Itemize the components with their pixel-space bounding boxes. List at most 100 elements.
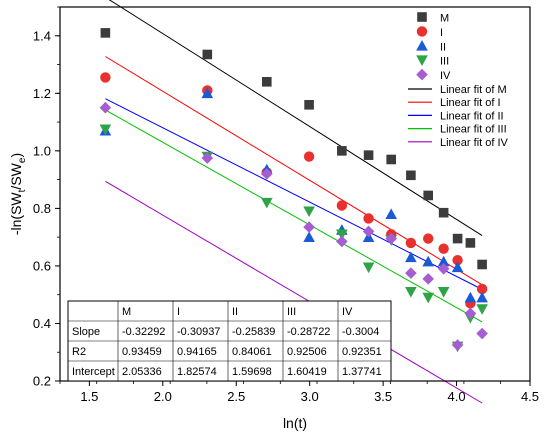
legend-label: Linear fit of IV bbox=[440, 137, 509, 149]
data-point bbox=[452, 254, 463, 266]
legend-marker bbox=[416, 40, 428, 51]
data-point bbox=[99, 101, 112, 114]
table-cell: 0.94165 bbox=[177, 346, 217, 358]
data-point bbox=[385, 208, 398, 219]
legend-marker bbox=[417, 12, 427, 22]
table-cell: 0.92351 bbox=[342, 346, 382, 358]
legend-label: Linear fit of I bbox=[440, 97, 501, 109]
legend-label: I bbox=[440, 27, 443, 39]
y-label-sub-t: t bbox=[17, 189, 28, 192]
data-point bbox=[405, 237, 417, 249]
legend-marker bbox=[416, 26, 428, 37]
data-point bbox=[476, 327, 488, 340]
data-point bbox=[303, 231, 315, 242]
y-label-sub-e: e bbox=[17, 157, 28, 163]
x-tick-label: 4.0 bbox=[448, 389, 466, 404]
data-point bbox=[336, 229, 348, 241]
data-point bbox=[476, 283, 488, 295]
table-cell: 1.37741 bbox=[342, 366, 382, 378]
y-label-part-3: ) bbox=[8, 153, 24, 158]
data-point bbox=[422, 273, 435, 285]
fit-line bbox=[105, 56, 483, 286]
table-header-cell: III bbox=[287, 306, 296, 318]
fit-line bbox=[108, 0, 483, 236]
data-point bbox=[423, 190, 434, 201]
y-tick-label: 1.4 bbox=[33, 28, 51, 43]
data-point bbox=[423, 233, 434, 244]
data-point bbox=[405, 267, 417, 279]
legend-label: Linear fit of II bbox=[440, 110, 504, 122]
y-tick-label: 0.4 bbox=[33, 316, 51, 331]
data-point bbox=[386, 154, 397, 165]
data-point bbox=[406, 170, 416, 181]
y-tick-label: 0.8 bbox=[33, 201, 51, 216]
y-tick-label: 0.2 bbox=[33, 374, 51, 389]
y-label-part-2: /SW bbox=[8, 162, 24, 189]
data-point bbox=[303, 206, 315, 218]
legend-label: II bbox=[440, 41, 446, 53]
data-point bbox=[437, 255, 450, 267]
data-point bbox=[464, 307, 477, 320]
table-cell: -0.28722 bbox=[287, 326, 330, 338]
data-point bbox=[465, 238, 476, 248]
data-point bbox=[451, 339, 464, 351]
data-point bbox=[405, 287, 417, 298]
legend-marker bbox=[416, 55, 428, 66]
legend-label: M bbox=[440, 13, 449, 25]
data-point bbox=[363, 213, 374, 224]
x-tick-label: 2.5 bbox=[227, 389, 245, 404]
x-tick-label: 1.5 bbox=[80, 389, 98, 404]
y-tick-label: 1.0 bbox=[33, 143, 51, 158]
y-tick-label: 1.2 bbox=[33, 86, 51, 101]
data-point bbox=[261, 197, 273, 209]
table-cell: -0.3004 bbox=[342, 326, 379, 338]
data-point bbox=[438, 243, 449, 254]
legend-label: III bbox=[440, 56, 449, 68]
data-point bbox=[202, 49, 213, 60]
data-point bbox=[405, 251, 417, 263]
data-point bbox=[100, 72, 111, 83]
legend-label: IV bbox=[440, 70, 451, 82]
data-point bbox=[201, 87, 214, 99]
table-cell: Intercept bbox=[72, 366, 115, 378]
data-point bbox=[422, 292, 435, 304]
fit-line bbox=[105, 98, 483, 290]
data-point bbox=[261, 168, 273, 180]
x-tick-label: 2.0 bbox=[154, 389, 172, 404]
data-point bbox=[437, 287, 450, 298]
data-point bbox=[303, 221, 315, 233]
fit-lines bbox=[105, 0, 483, 404]
x-tick-label: 3.5 bbox=[374, 389, 392, 404]
table-header-cell: M bbox=[122, 306, 131, 318]
data-point bbox=[337, 146, 347, 156]
data-point bbox=[464, 291, 477, 303]
table-header-cell: IV bbox=[342, 306, 353, 318]
svg-text:-ln(SWt/SWe): -ln(SWt/SWe) bbox=[8, 153, 28, 235]
data-point bbox=[201, 152, 214, 164]
table-cell: 0.84061 bbox=[232, 346, 272, 358]
data-point bbox=[385, 232, 398, 245]
table-cell: -0.30937 bbox=[177, 326, 220, 338]
data-point bbox=[304, 100, 314, 110]
data-point bbox=[476, 291, 488, 303]
fit-line bbox=[105, 109, 483, 323]
data-point bbox=[452, 233, 463, 244]
table-cell: 1.82574 bbox=[177, 366, 217, 378]
table-cell: Slope bbox=[72, 326, 100, 338]
grid-layer: 1.5 2.0 2.5 3.0 3.5 4.0 4.5 0.2 0.4 0.6 0.8 1.0 1.2 1… bbox=[33, 6, 539, 404]
table-cell: R2 bbox=[72, 346, 86, 358]
y-label-part-1: -ln(SW bbox=[8, 192, 24, 236]
x-axis-label: ln(t) bbox=[283, 415, 307, 431]
data-point bbox=[363, 150, 374, 160]
data-point bbox=[476, 304, 488, 315]
data-point bbox=[262, 77, 272, 87]
table-header-cell: II bbox=[232, 306, 238, 318]
data-point bbox=[451, 261, 464, 273]
data-point bbox=[422, 255, 435, 267]
data-points bbox=[99, 28, 488, 353]
x-tick-label: 3.0 bbox=[301, 389, 319, 404]
legend-label: Linear fit of M bbox=[440, 84, 507, 96]
